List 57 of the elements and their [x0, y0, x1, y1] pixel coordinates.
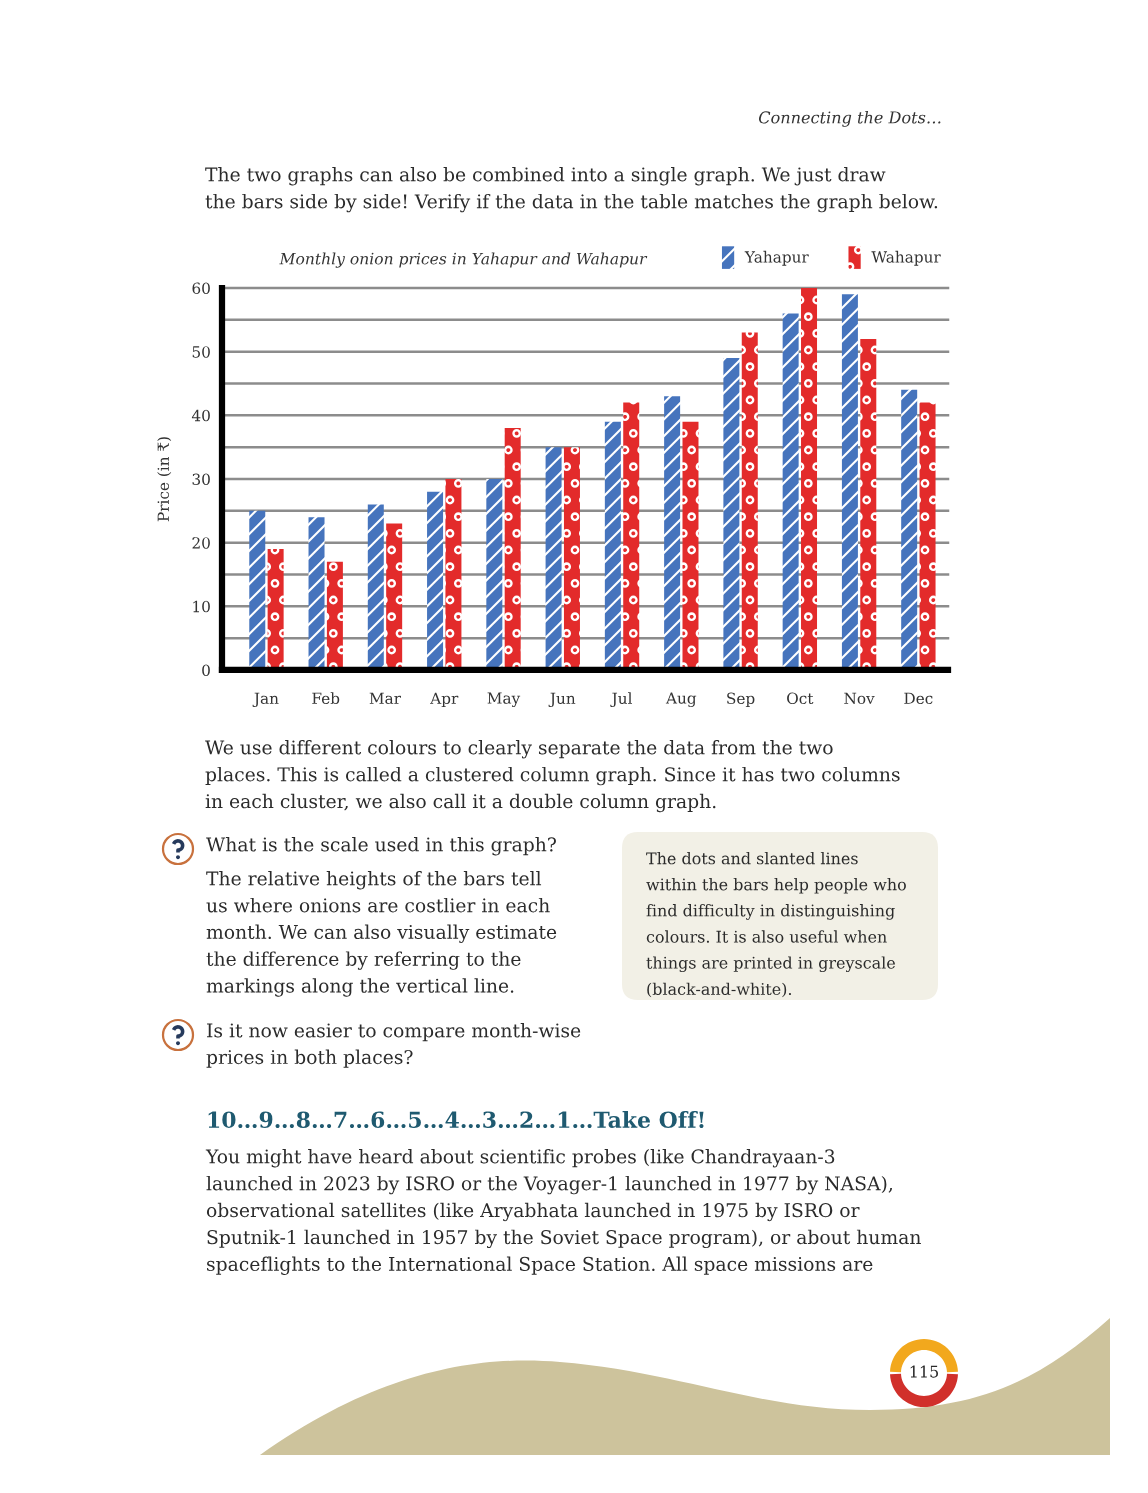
x-tick-label: Aug	[665, 692, 697, 708]
text: Is it now easier to compare month-wise prices in both places?	[206, 1023, 581, 1068]
bar	[664, 396, 681, 670]
y-axis-title: Price (in ₹)	[157, 437, 172, 522]
chart-title: Monthly onion prices in Yahapur and Wahapur	[279, 252, 648, 268]
text: The two graphs can also be combined into a single graph. We just draw the bars side by side! Verify if the data in the table matches the graph below.	[205, 167, 938, 213]
text: The dots and slanted lines within the bars help people who find difficulty in distinguishing colours. It is also useful when things are printed in greyscale (black-and-white).	[646, 852, 906, 998]
x-tick-label: Jan	[252, 692, 279, 708]
y-tick-label: 60	[192, 282, 210, 295]
x-tick-label: Apr	[430, 692, 459, 708]
legend-label: Wahapur	[871, 250, 941, 266]
x-tick-label: May	[487, 692, 521, 708]
bar	[445, 479, 462, 670]
y-tick-label: 20	[192, 537, 210, 549]
bar	[623, 402, 640, 670]
x-tick-label: Oct	[787, 692, 814, 705]
bar	[901, 389, 918, 670]
bar	[782, 313, 799, 670]
x-tick-label: Feb	[312, 692, 340, 705]
bar	[860, 338, 877, 670]
text: What is the scale used in this graph?	[206, 837, 556, 856]
bar	[326, 561, 343, 670]
bar	[545, 447, 562, 670]
bar	[486, 479, 503, 670]
bar	[386, 523, 403, 670]
y-tick-label: 30	[192, 473, 210, 486]
bar	[367, 504, 384, 670]
x-tick-label: Sep	[727, 692, 755, 708]
y-tick-label: 0	[202, 664, 210, 677]
legend-label: Yahapur	[744, 250, 809, 266]
x-tick-label: Nov	[844, 692, 875, 705]
x-tick-label: Jul	[610, 692, 633, 708]
y-tick-label: 50	[192, 346, 210, 358]
bar	[504, 428, 521, 670]
bar	[563, 447, 580, 670]
x-tick-label: Jun	[548, 692, 576, 708]
x-tick-label: Mar	[369, 692, 402, 705]
bar	[308, 517, 325, 670]
bar	[723, 358, 740, 670]
bar	[919, 402, 936, 670]
text: 10…9…8…7…6…5…4…3…2…1…Take Off!	[208, 1111, 704, 1128]
bar	[741, 332, 758, 670]
text: You might have heard about scientific probes (like Chandrayaan-3 launched in 2023 by ISRO or the Voyager-1 launched in 1977 by NASA), observational satellites (like Aryabhata launched in 1975 by ISRO or Sputnik-1 launched in 1957 by the Soviet Space program), or about human spaceflights to the International Space Station. All space missions are	[205, 1149, 921, 1275]
bar	[801, 288, 818, 670]
bar	[267, 549, 284, 670]
y-tick-label: 40	[191, 409, 210, 422]
bar	[249, 510, 266, 670]
x-tick-label: Dec	[904, 692, 933, 705]
bar	[682, 421, 699, 670]
y-tick-label: 10	[193, 600, 210, 613]
bar	[427, 491, 444, 670]
bar	[841, 294, 858, 670]
bar	[604, 421, 621, 670]
text: We use different colours to clearly separate the data from the two places. This is called a clustered column graph. Since it has two columns in each cluster, we also call it a double column graph.	[205, 740, 900, 813]
text: 115	[910, 1365, 939, 1378]
text: Connecting the Dots…	[759, 111, 941, 127]
text: The relative heights of the bars tell us where onions are costlier in each month. We can also visually estimate the difference by referring to the markings along the vertical line.	[206, 871, 557, 997]
